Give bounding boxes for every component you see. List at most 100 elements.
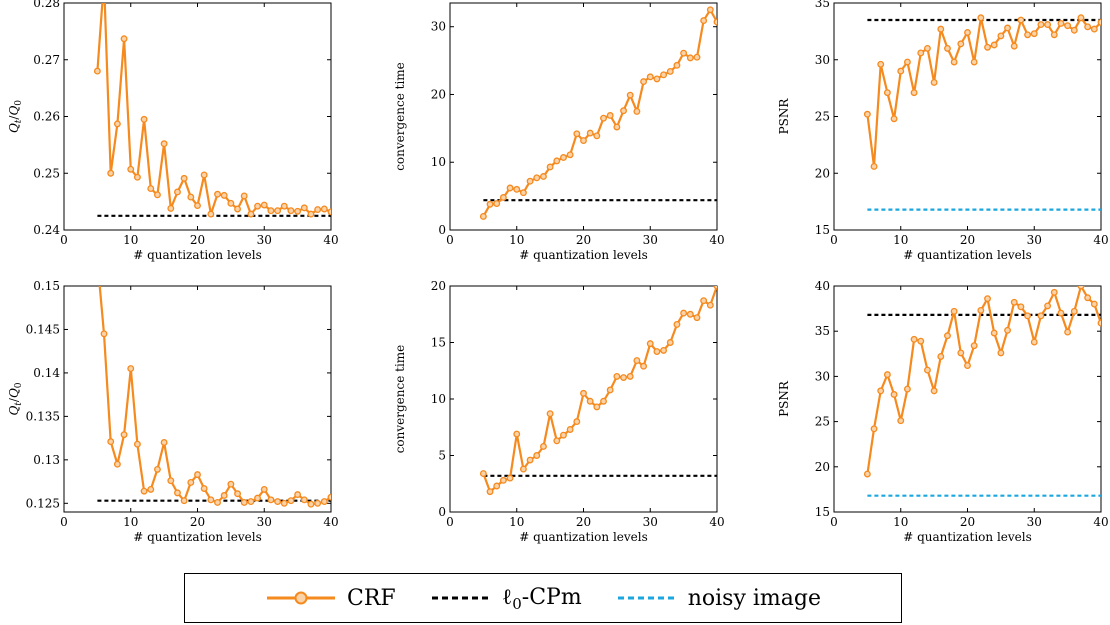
data-point-crf xyxy=(95,257,101,263)
data-point-crf xyxy=(1017,16,1025,24)
legend-label-crf: CRF xyxy=(347,585,396,611)
data-point-crf xyxy=(240,192,248,200)
data-point-crf xyxy=(1010,298,1018,306)
data-point-crf xyxy=(220,492,228,499)
data-point-crf xyxy=(653,75,661,83)
data-point-crf xyxy=(493,200,501,208)
data-point-crf xyxy=(1004,326,1011,334)
data-point-crf xyxy=(673,320,681,328)
data-point-crf xyxy=(1084,23,1092,31)
series-line-crf xyxy=(482,286,717,493)
data-point-crf xyxy=(560,431,567,439)
data-point-crf xyxy=(700,17,708,25)
data-point-crf xyxy=(274,498,282,506)
y-tick-label: 10 xyxy=(431,155,446,169)
data-point-crf xyxy=(300,496,308,504)
data-point-crf xyxy=(944,332,951,340)
y-tick-label: 20 xyxy=(815,460,830,474)
x-axis-label: # quantization levels xyxy=(519,248,648,262)
y-tick-label: 0.125 xyxy=(26,496,60,510)
data-point-crf xyxy=(620,374,627,381)
data-point-crf xyxy=(160,439,168,446)
y-tick-label: 0.13 xyxy=(33,453,60,467)
x-tick-label: 10 xyxy=(893,515,908,529)
plot-frame xyxy=(833,285,1102,513)
data-point-crf xyxy=(633,107,641,115)
x-tick-label: 40 xyxy=(1093,515,1108,529)
legend-item-crf: CRF xyxy=(265,586,396,611)
data-point-crf xyxy=(486,200,494,208)
data-point-crf xyxy=(997,349,1005,357)
data-point-crf xyxy=(626,372,634,380)
y-tick-label: 30 xyxy=(815,53,830,67)
data-point-crf xyxy=(640,362,648,370)
data-point-crf xyxy=(200,171,208,179)
data-point-crf xyxy=(1097,319,1101,327)
data-point-crf xyxy=(686,54,694,62)
data-point-crf xyxy=(693,314,701,322)
x-tick-label: 20 xyxy=(960,515,975,529)
data-point-crf xyxy=(620,107,627,115)
data-point-crf xyxy=(133,173,141,181)
data-point-crf xyxy=(593,403,601,411)
legend-swatch-crf xyxy=(267,591,335,605)
series-line-crf xyxy=(98,286,331,506)
data-point-crf xyxy=(1097,18,1101,26)
data-point-crf xyxy=(593,132,601,140)
x-tick-label: 0 xyxy=(60,515,68,529)
data-point-crf xyxy=(220,191,228,199)
data-point-crf xyxy=(526,456,534,464)
data-point-crf xyxy=(653,348,661,355)
y-tick-label: 0.135 xyxy=(26,409,60,423)
data-point-crf xyxy=(877,387,885,395)
data-point-crf xyxy=(883,89,891,97)
x-tick-label: 10 xyxy=(893,233,908,247)
x-tick-label: 40 xyxy=(1093,233,1108,247)
x-tick-label: 30 xyxy=(257,515,272,529)
series-group xyxy=(863,286,1101,497)
plot-frame xyxy=(449,285,718,513)
y-tick-label: 0.14 xyxy=(33,366,60,380)
data-point-crf xyxy=(633,357,641,365)
data-point-crf xyxy=(700,297,708,305)
data-point-crf xyxy=(546,163,554,171)
data-point-crf xyxy=(187,193,195,201)
data-point-crf xyxy=(553,437,561,445)
data-point-crf xyxy=(646,73,654,81)
data-point-crf xyxy=(93,67,101,75)
data-point-crf xyxy=(897,67,905,75)
y-tick-label: 0.28 xyxy=(33,0,60,10)
data-point-crf xyxy=(693,53,701,61)
data-point-crf xyxy=(566,151,574,159)
legend-label-l0-cpm: ℓ0-CPm xyxy=(501,584,582,613)
data-point-crf xyxy=(479,470,487,478)
data-point-crf xyxy=(107,438,115,446)
data-point-crf xyxy=(713,286,717,290)
series-line-crf xyxy=(482,8,717,217)
data-point-crf xyxy=(533,174,541,182)
x-tick-label: 40 xyxy=(709,233,724,247)
data-point-crf xyxy=(680,49,688,57)
data-point-crf xyxy=(153,465,161,473)
x-tick-label: 0 xyxy=(446,515,454,529)
data-point-crf xyxy=(1030,338,1038,346)
data-point-crf xyxy=(870,425,878,433)
data-point-crf xyxy=(680,309,688,317)
data-point-crf xyxy=(167,204,175,212)
chart-panel-6: 0 10 20 30 40 15 20 25 30 35 40 # quantization leve… xyxy=(777,279,1109,544)
data-point-crf xyxy=(964,29,971,36)
plot-frame xyxy=(63,2,332,231)
data-point-crf xyxy=(207,210,215,218)
data-point-crf xyxy=(897,417,905,425)
data-point-crf xyxy=(937,353,945,360)
y-axis-label: convergence time xyxy=(393,62,407,171)
data-point-crf xyxy=(937,25,945,33)
y-tick-label: 35 xyxy=(815,324,830,338)
data-point-crf xyxy=(666,339,674,346)
data-point-crf xyxy=(917,49,925,57)
data-point-crf xyxy=(666,67,674,75)
data-point-crf xyxy=(984,295,991,303)
x-tick-label: 0 xyxy=(830,233,838,247)
y-tick-label: 15 xyxy=(431,336,446,350)
data-point-crf xyxy=(1064,328,1072,336)
